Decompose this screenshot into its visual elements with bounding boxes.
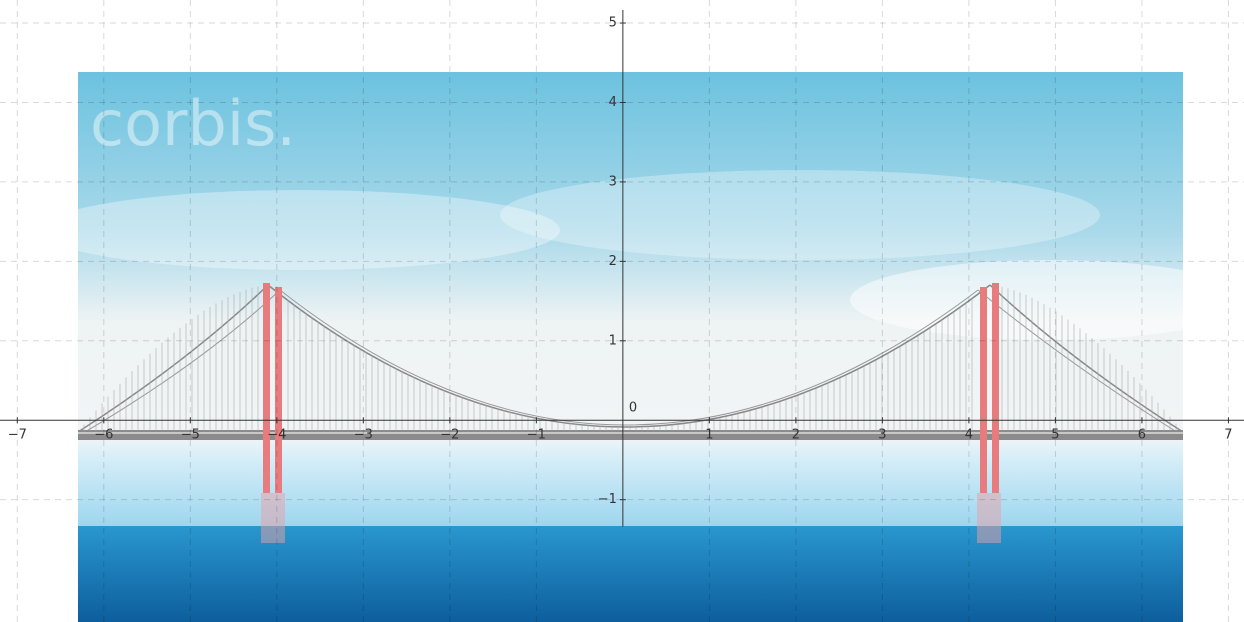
x-tick-label: −7 xyxy=(8,428,27,443)
y-tick-label: 4 xyxy=(609,95,617,110)
x-tick-label: −3 xyxy=(354,428,373,443)
y-tick-label: 1 xyxy=(609,333,617,348)
graphing-view: corbis. −7 −6 −5 −4 −3 −2 −1 1 2 3 4 5 6 7 5 4 3 2 1 0 −1 xyxy=(0,0,1244,622)
x-tick-label: 7 xyxy=(1224,428,1232,443)
y-tick-label: 5 xyxy=(609,16,617,31)
x-tick-label: −1 xyxy=(527,428,546,443)
x-tick-label: −4 xyxy=(267,428,286,443)
y-tick-label: 2 xyxy=(609,254,617,269)
y-tick-label: 3 xyxy=(609,174,617,189)
background-image: corbis. xyxy=(40,72,1244,622)
x-tick-label: −5 xyxy=(181,428,200,443)
x-tick-label: −6 xyxy=(94,428,113,443)
x-tick-label: 5 xyxy=(1051,428,1059,443)
y-tick-label: −1 xyxy=(598,492,617,507)
x-tick-label: 6 xyxy=(1138,428,1146,443)
x-tick-label: −2 xyxy=(440,428,459,443)
watermark: corbis. xyxy=(90,87,296,160)
x-tick-label: 3 xyxy=(878,428,886,443)
x-tick-label: 4 xyxy=(965,428,973,443)
origin-label: 0 xyxy=(629,401,637,416)
x-tick-label: 2 xyxy=(792,428,800,443)
x-tick-label: 1 xyxy=(705,428,713,443)
